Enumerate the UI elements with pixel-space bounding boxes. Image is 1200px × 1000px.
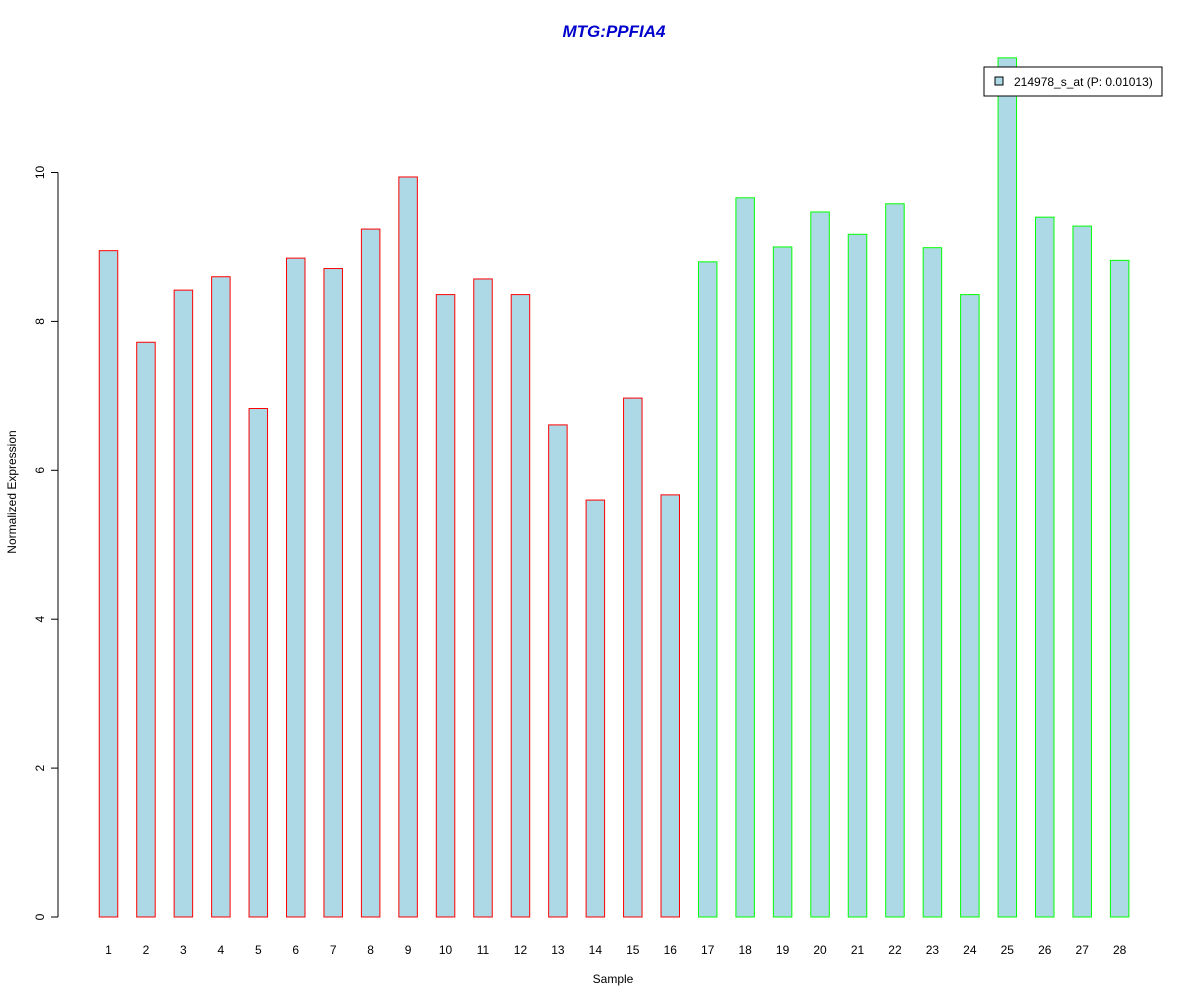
- x-tick-label: 6: [292, 943, 299, 957]
- x-tick-label: 17: [701, 943, 715, 957]
- x-tick-label: 8: [367, 943, 374, 957]
- x-tick-label: 23: [926, 943, 940, 957]
- x-tick-label: 9: [405, 943, 412, 957]
- bar-sample-17: [697, 261, 718, 918]
- legend: 214978_s_at (P: 0.01013): [983, 66, 1163, 97]
- bar-sample-23: [922, 247, 943, 918]
- x-tick-label: 25: [1001, 943, 1015, 957]
- bars: [98, 57, 1130, 918]
- y-tick-label: 8: [33, 318, 47, 325]
- x-axis-label: Sample: [593, 972, 634, 986]
- y-tick-label: 6: [33, 467, 47, 474]
- x-tick-label: 10: [439, 943, 453, 957]
- bar-sample-8: [360, 228, 381, 918]
- bar-sample-27: [1072, 225, 1092, 918]
- x-tick-label: 16: [664, 943, 678, 957]
- x-tick-label: 13: [551, 943, 565, 957]
- bar-sample-4: [211, 276, 231, 918]
- x-tick-labels: 1 2 3 4 5 6 7 8 9 10 11 12 13 14 15 16 17 18 19 20 21 22 23 24 2…: [105, 943, 1126, 957]
- bar-sample-14: [585, 499, 606, 918]
- bar-sample-16: [660, 494, 680, 918]
- x-tick-label: 20: [813, 943, 827, 957]
- bar-sample-11: [473, 278, 493, 918]
- bar-sample-28: [1109, 259, 1130, 918]
- chart-title: MTG:PPFIA4: [563, 22, 666, 41]
- bar-sample-13: [548, 424, 568, 918]
- x-tick-label: 14: [589, 943, 603, 957]
- bar-sample-7: [323, 268, 343, 918]
- x-tick-label: 24: [963, 943, 977, 957]
- y-axis: 0 2 4 6 8 10: [33, 166, 59, 920]
- y-tick-label: 0: [33, 913, 47, 920]
- x-tick-label: 12: [514, 943, 528, 957]
- legend-box: [983, 66, 1163, 97]
- bar-sample-26: [1035, 216, 1055, 918]
- x-tick-label: 1: [105, 943, 112, 957]
- bar-sample-12: [510, 294, 531, 918]
- bar-sample-9: [398, 176, 418, 918]
- bar-sample-21: [847, 233, 868, 918]
- y-axis-label: Normalized Expression: [5, 430, 19, 553]
- x-tick-label: 18: [738, 943, 752, 957]
- x-tick-label: 19: [776, 943, 790, 957]
- bar-sample-25: [997, 57, 1018, 918]
- x-tick-label: 2: [143, 943, 150, 957]
- x-tick-label: 15: [626, 943, 640, 957]
- bar-sample-1: [98, 250, 119, 918]
- x-tick-label: 26: [1038, 943, 1052, 957]
- x-tick-label: 11: [477, 943, 490, 957]
- y-tick-label: 2: [33, 764, 47, 771]
- legend-swatch: [994, 76, 1004, 86]
- y-tick-label: 4: [33, 616, 47, 623]
- bar-sample-10: [435, 294, 456, 918]
- bar-sample-6: [286, 257, 306, 918]
- x-tick-label: 3: [180, 943, 187, 957]
- x-tick-label: 4: [218, 943, 225, 957]
- x-tick-label: 21: [851, 943, 865, 957]
- bar-sample-24: [960, 294, 980, 918]
- x-tick-label: 28: [1113, 943, 1127, 957]
- bar-sample-15: [623, 397, 643, 918]
- bar-sample-5: [248, 408, 269, 918]
- bar-sample-18: [735, 197, 755, 918]
- bar-sample-20: [810, 211, 830, 918]
- y-tick-label: 10: [33, 166, 47, 180]
- x-tick-label: 27: [1076, 943, 1090, 957]
- legend-label: 214978_s_at (P: 0.01013): [1014, 75, 1153, 89]
- bar-sample-22: [885, 203, 905, 918]
- x-tick-label: 7: [330, 943, 337, 957]
- x-tick-label: 22: [888, 943, 902, 957]
- bar-sample-19: [772, 246, 793, 918]
- bar-sample-2: [136, 341, 156, 918]
- bar-sample-3: [173, 289, 194, 918]
- x-tick-label: 5: [255, 943, 262, 957]
